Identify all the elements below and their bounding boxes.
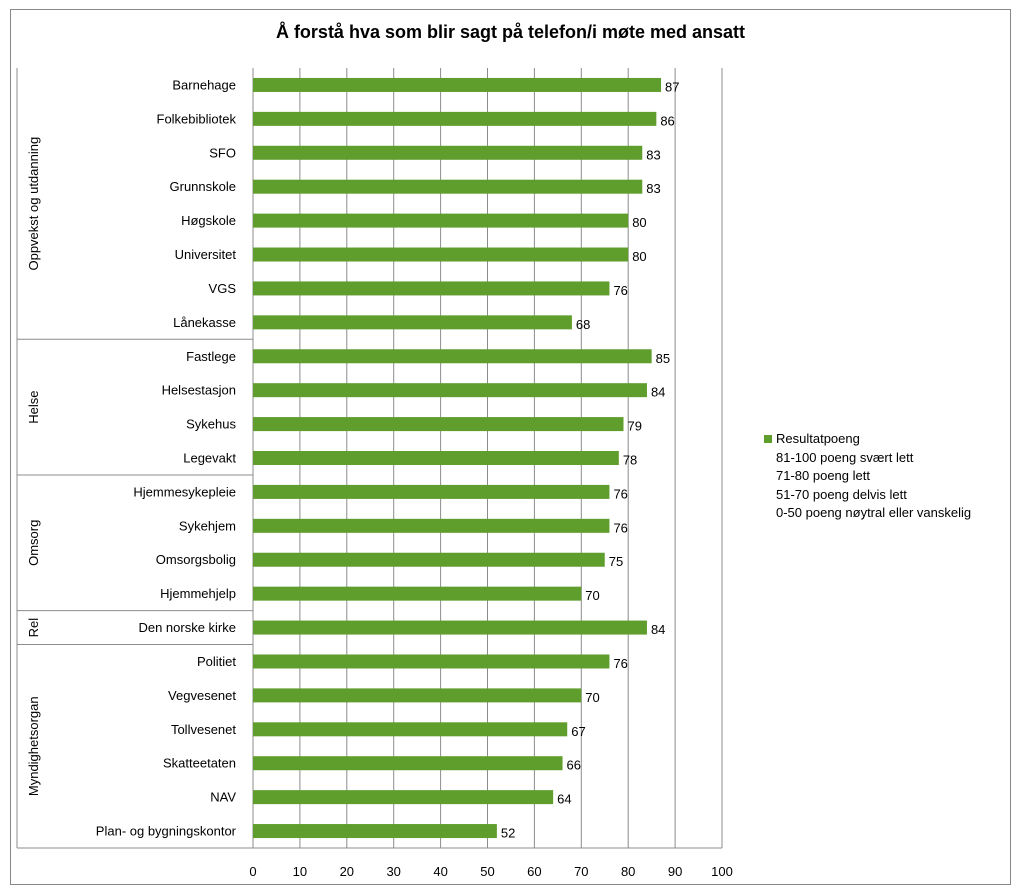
category-label: Hjemmesykepleie bbox=[133, 484, 236, 499]
legend-note: 81-100 poeng svært lett bbox=[776, 449, 914, 465]
labels-layer: Barnehage 87 Folkebibliotek 86 SFO 83 Grunnsko… bbox=[26, 77, 679, 840]
category-label: Høgskole bbox=[181, 213, 236, 228]
data-label: 84 bbox=[651, 622, 665, 637]
x-tick-label: 60 bbox=[527, 864, 541, 879]
x-tick-label: 10 bbox=[293, 864, 307, 879]
category-label: Sykehjem bbox=[179, 518, 236, 533]
category-label: Omsorgsbolig bbox=[156, 552, 236, 567]
category-label: Plan- og bygningskontor bbox=[96, 824, 237, 839]
category-label: Folkebibliotek bbox=[157, 111, 237, 126]
data-label: 76 bbox=[613, 283, 627, 298]
bar bbox=[253, 586, 582, 601]
bar bbox=[253, 722, 568, 737]
legend-note: 0-50 poeng nøytral eller vanskelig bbox=[776, 505, 972, 520]
bar bbox=[253, 213, 629, 228]
category-label: Fastlege bbox=[186, 349, 236, 364]
legend-entry: Resultatpoeng bbox=[764, 430, 971, 449]
bar bbox=[253, 145, 643, 160]
legend-note: 71-80 poeng lett bbox=[776, 468, 870, 483]
data-label: 87 bbox=[665, 79, 679, 94]
x-tick-label: 80 bbox=[621, 864, 635, 879]
group-label: Rel bbox=[26, 618, 41, 638]
bar bbox=[253, 756, 563, 771]
data-label: 83 bbox=[646, 147, 660, 162]
bar bbox=[253, 824, 497, 839]
bar bbox=[253, 281, 610, 296]
bar bbox=[253, 77, 662, 92]
data-label: 75 bbox=[609, 554, 623, 569]
x-tick-label: 100 bbox=[711, 864, 733, 879]
category-label: NAV bbox=[210, 790, 236, 805]
bar bbox=[253, 790, 554, 805]
category-label: Helsestasjon bbox=[162, 383, 236, 398]
category-label: Vegvesenet bbox=[168, 688, 236, 703]
legend-note: 51-70 poeng delvis lett bbox=[776, 486, 907, 502]
data-label: 80 bbox=[632, 215, 646, 230]
chart-title: Å forstå hva som blir sagt på telefon/i … bbox=[275, 22, 746, 42]
data-label: 79 bbox=[628, 419, 642, 434]
data-label: 83 bbox=[646, 181, 660, 196]
group-label: Omsorg bbox=[26, 520, 41, 566]
data-label: 85 bbox=[656, 351, 670, 366]
data-label: 86 bbox=[660, 113, 674, 128]
bar bbox=[253, 620, 647, 635]
data-label: 84 bbox=[651, 385, 665, 400]
bar bbox=[253, 111, 657, 126]
bar bbox=[253, 417, 624, 432]
data-label: 52 bbox=[501, 826, 515, 841]
x-tick-label: 0 bbox=[249, 864, 256, 879]
bar bbox=[253, 518, 610, 533]
bar bbox=[253, 315, 572, 330]
data-label: 66 bbox=[567, 758, 581, 773]
bar bbox=[253, 247, 629, 262]
x-tick-label: 30 bbox=[386, 864, 400, 879]
category-label: Tollvesenet bbox=[171, 722, 236, 737]
category-label: Hjemmehjelp bbox=[160, 586, 236, 601]
category-label: Lånekasse bbox=[173, 315, 236, 330]
category-label: Politiet bbox=[197, 654, 236, 669]
legend-series-label: Resultatpoeng bbox=[776, 431, 860, 446]
bar bbox=[253, 552, 605, 567]
x-tick-label: 50 bbox=[480, 864, 494, 879]
category-label: Grunnskole bbox=[170, 179, 236, 194]
data-label: 64 bbox=[557, 792, 571, 807]
category-label: Legevakt bbox=[183, 451, 236, 466]
data-label: 76 bbox=[613, 486, 627, 501]
category-label: VGS bbox=[209, 281, 237, 296]
chart-frame bbox=[10, 9, 1011, 885]
data-label: 78 bbox=[623, 453, 637, 468]
bar bbox=[253, 451, 619, 465]
data-label: 70 bbox=[585, 690, 599, 705]
category-label: Sykehus bbox=[186, 417, 236, 432]
group-label: Helse bbox=[26, 391, 41, 424]
bars-layer bbox=[253, 77, 662, 839]
bar bbox=[253, 349, 652, 364]
bar bbox=[253, 484, 610, 499]
group-label: Myndighetsorgan bbox=[26, 696, 41, 796]
data-label: 76 bbox=[613, 520, 627, 535]
legend-swatch bbox=[764, 435, 772, 444]
group-label: Oppvekst og utdanning bbox=[26, 137, 41, 271]
x-tick-label: 20 bbox=[340, 864, 354, 879]
data-label: 67 bbox=[571, 724, 585, 739]
category-label: SFO bbox=[209, 145, 236, 160]
bar bbox=[253, 688, 582, 703]
bar bbox=[253, 179, 643, 194]
data-label: 80 bbox=[632, 249, 646, 264]
bar bbox=[253, 383, 647, 398]
x-tick-label: 40 bbox=[433, 864, 447, 879]
axis-layer: 0 10 20 30 40 50 60 70 80 90 100 bbox=[16, 68, 733, 879]
data-label: 68 bbox=[576, 317, 590, 332]
data-label: 76 bbox=[613, 656, 627, 671]
bar bbox=[253, 654, 610, 669]
category-label: Den norske kirke bbox=[138, 620, 236, 635]
legend: Resultatpoeng 81-100 poeng svært lett 71… bbox=[764, 430, 971, 523]
category-label: Universitet bbox=[175, 247, 237, 262]
category-label: Skatteetaten bbox=[163, 756, 236, 771]
category-label: Barnehage bbox=[172, 77, 236, 92]
x-tick-label: 90 bbox=[668, 864, 682, 879]
data-label: 70 bbox=[585, 588, 599, 603]
x-tick-label: 70 bbox=[574, 864, 588, 879]
